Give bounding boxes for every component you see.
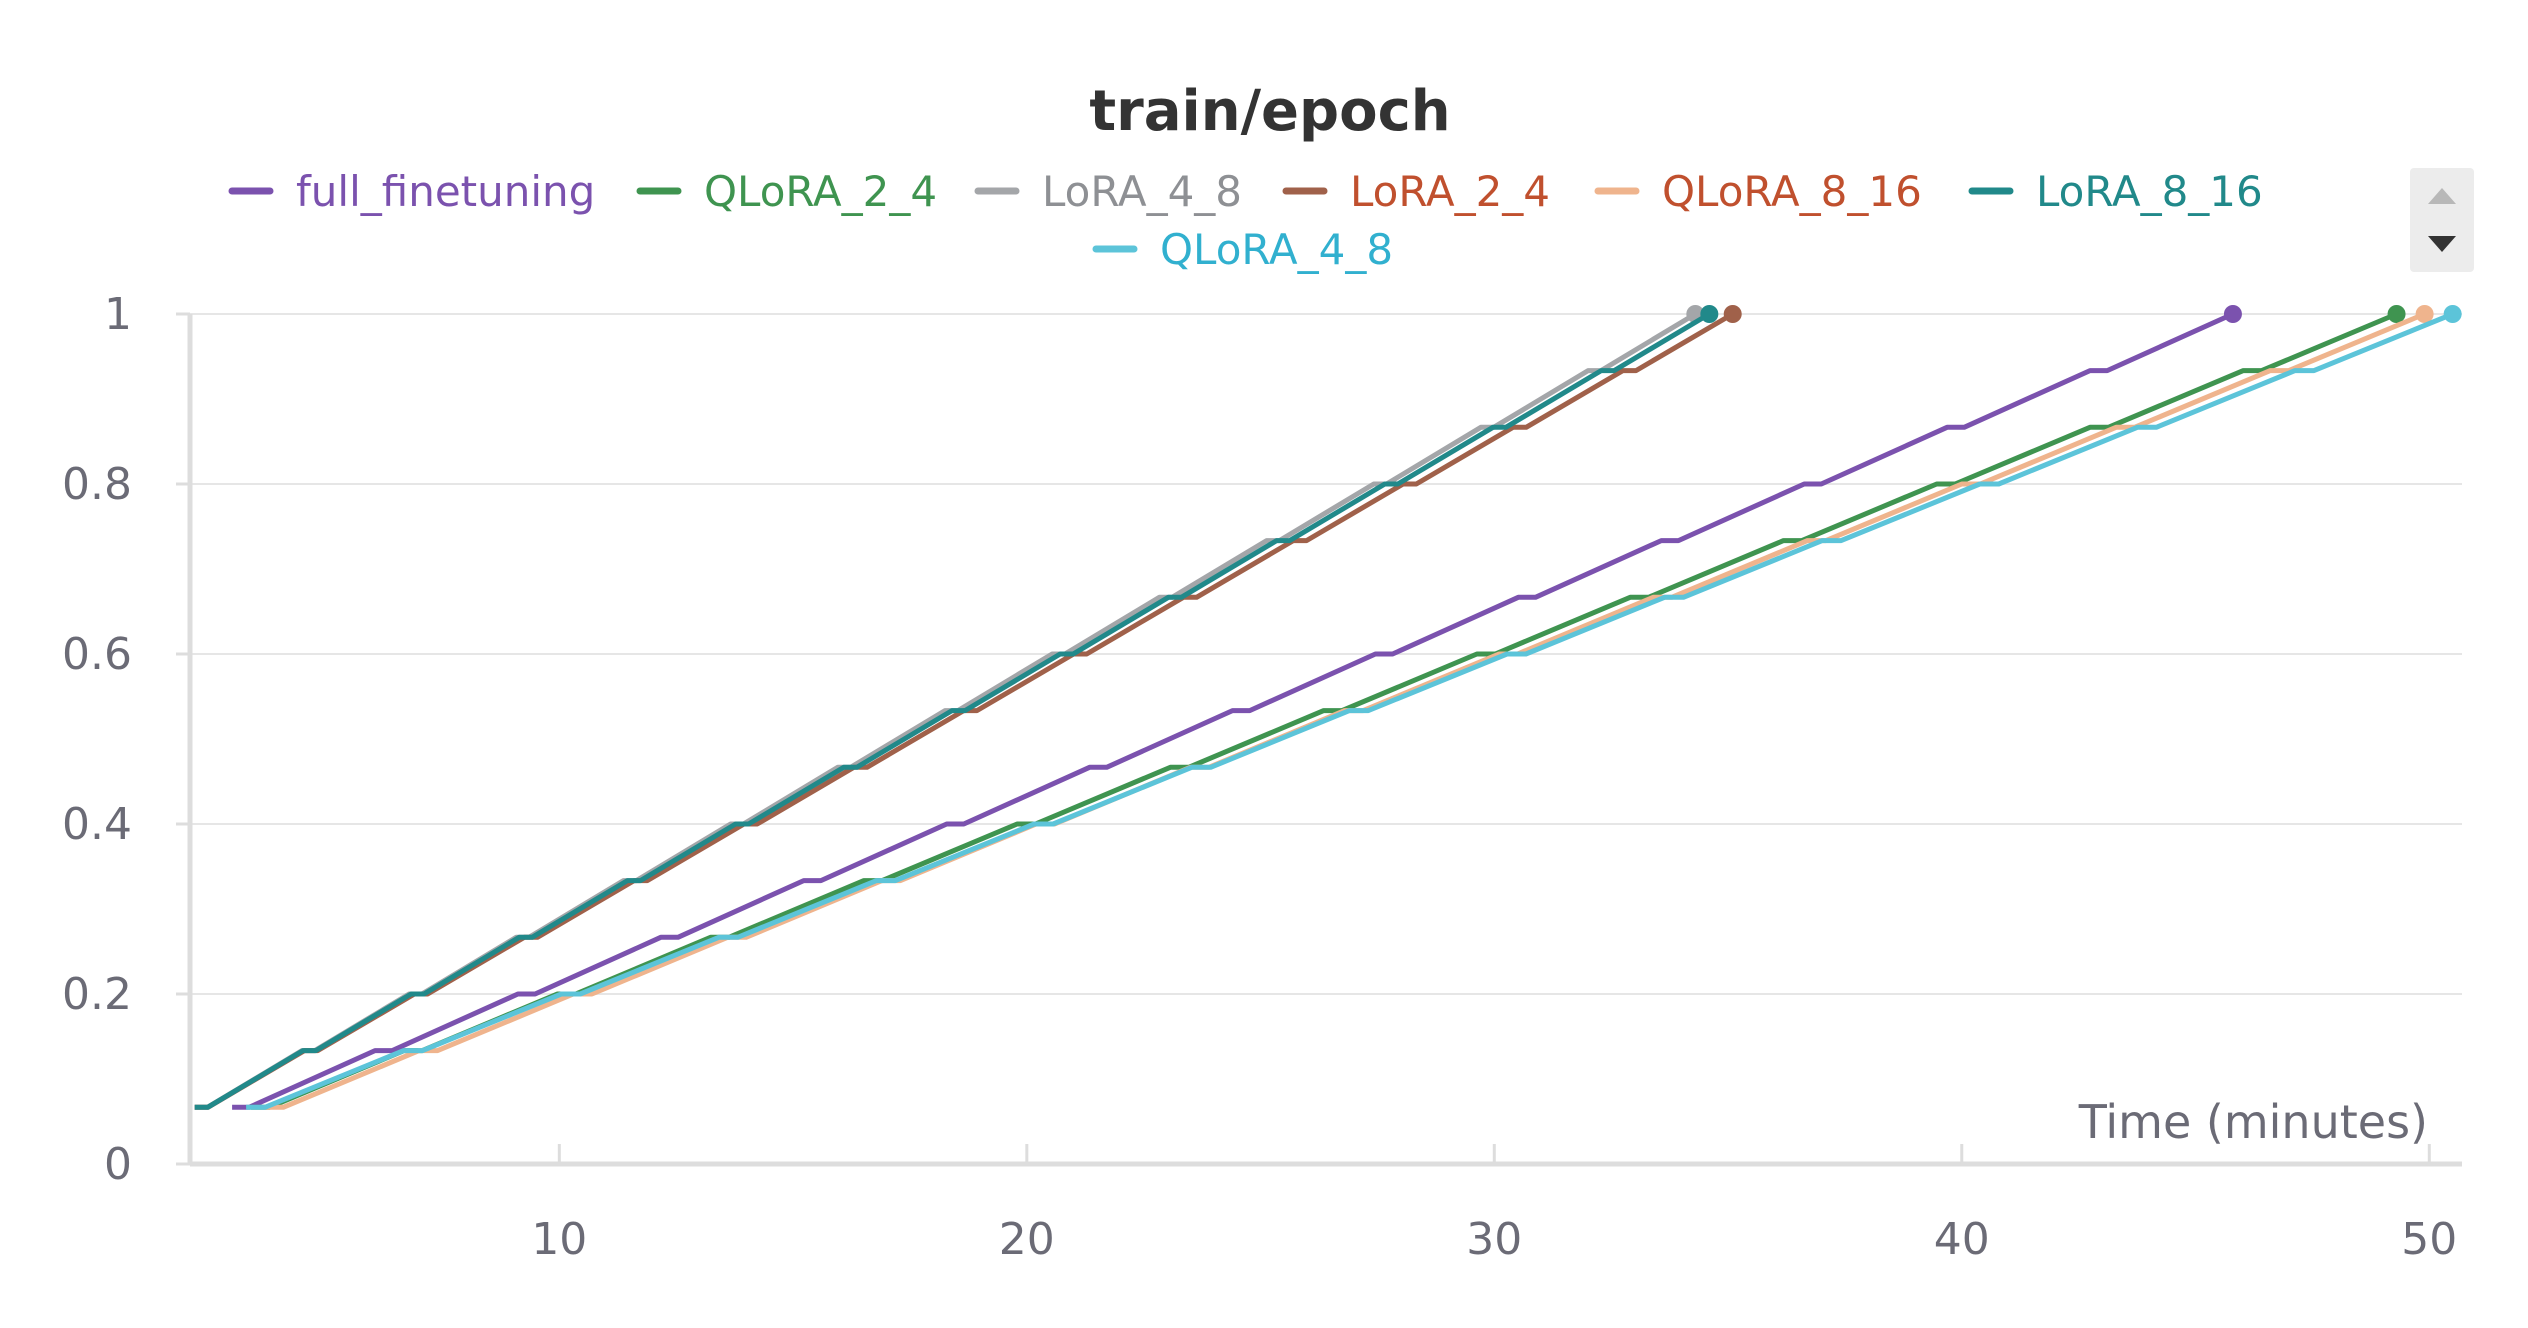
x-tick-label: 50 xyxy=(2401,1214,2457,1265)
series-endpoint-LoRA_2_4 xyxy=(1723,305,1742,323)
legend-item-full_finetuning[interactable]: full_finetuning xyxy=(228,167,595,216)
scroll-up-icon[interactable] xyxy=(2428,188,2456,204)
legend-item-QLoRA_8_16[interactable]: QLoRA_8_16 xyxy=(1594,167,1922,216)
grid xyxy=(190,313,2462,995)
series-line-LoRA_4_8 xyxy=(194,311,1697,1110)
legend-label: QLoRA_4_8 xyxy=(1160,225,1393,274)
series-endpoint-full_finetuning xyxy=(2223,305,2242,323)
series-endpoint-QLoRA_8_16 xyxy=(2415,305,2434,323)
series-line-LoRA_8_16 xyxy=(194,311,1711,1110)
legend-item-LoRA_8_16[interactable]: LoRA_8_16 xyxy=(1968,167,2263,216)
x-axis-title: Time (minutes) xyxy=(2078,1095,2428,1149)
y-tick-label: 1 xyxy=(104,289,132,340)
legend-label: LoRA_8_16 xyxy=(2036,167,2263,216)
series-line-full_finetuning xyxy=(232,311,2234,1110)
chart-title: train/epoch xyxy=(1089,79,1450,144)
x-tick-label: 40 xyxy=(1934,1214,1990,1265)
series-line-QLoRA_4_8 xyxy=(246,311,2454,1110)
x-tick-label: 30 xyxy=(1466,1214,1522,1265)
y-tick-label: 0.8 xyxy=(62,459,132,510)
legend-label: QLoRA_8_16 xyxy=(1662,167,1922,216)
legend-label: LoRA_4_8 xyxy=(1042,167,1242,216)
series-endpoint-QLoRA_2_4 xyxy=(2387,305,2406,323)
y-tick-label: 0 xyxy=(104,1139,132,1190)
legend-item-QLoRA_2_4[interactable]: QLoRA_2_4 xyxy=(636,167,937,216)
scroll-down-icon[interactable] xyxy=(2428,236,2456,252)
x-tick-label: 20 xyxy=(999,1214,1055,1265)
legend: full_finetuning QLoRA_2_4 LoRA_4_8 LoRA_2_4… xyxy=(228,167,2263,274)
legend-label: QLoRA_2_4 xyxy=(704,167,937,216)
legend-label: LoRA_2_4 xyxy=(1350,167,1550,216)
legend-item-QLoRA_4_8[interactable]: QLoRA_4_8 xyxy=(1092,225,1393,274)
series-endpoint-LoRA_8_16 xyxy=(1700,305,1719,323)
y-tick-label: 0.6 xyxy=(62,629,132,680)
legend-item-LoRA_4_8[interactable]: LoRA_4_8 xyxy=(974,167,1242,216)
legend-item-LoRA_2_4[interactable]: LoRA_2_4 xyxy=(1282,167,1550,216)
y-tick-label: 0.4 xyxy=(62,799,132,850)
legend-scroll-control[interactable] xyxy=(2410,168,2474,272)
axes: 0 0.2 0.4 0.6 0.8 1 10 20 30 40 50 xyxy=(62,289,2462,1265)
series-line-QLoRA_2_4 xyxy=(250,311,2398,1110)
x-tick-label: 10 xyxy=(531,1214,587,1265)
series-layer xyxy=(194,305,2462,1110)
legend-label: full_finetuning xyxy=(296,167,595,216)
y-tick-label: 0.2 xyxy=(62,969,132,1020)
series-endpoint-QLoRA_4_8 xyxy=(2443,305,2462,323)
